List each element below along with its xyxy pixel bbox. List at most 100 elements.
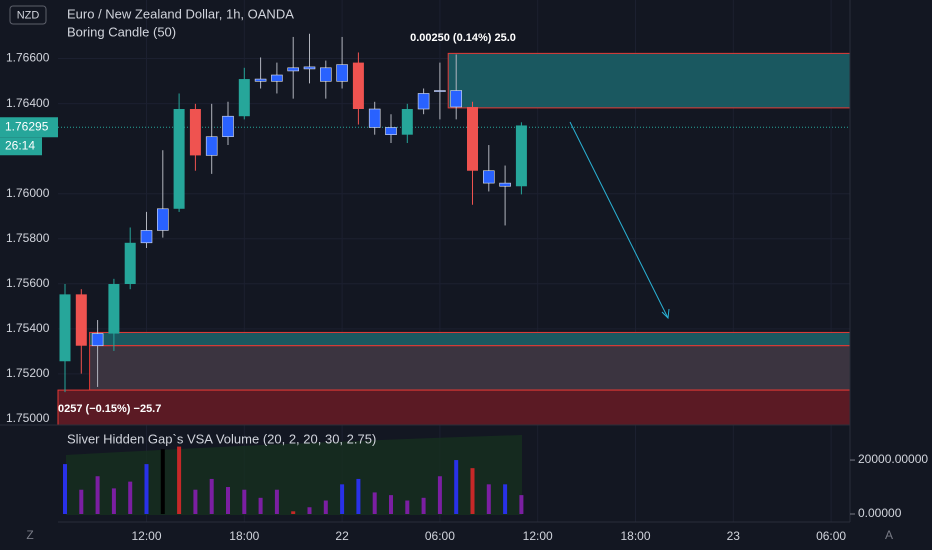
candle-body xyxy=(91,333,104,347)
zone xyxy=(447,52,851,109)
volume-bar xyxy=(177,446,182,514)
time-tick-label: 18:00 xyxy=(620,529,650,543)
price-tick-label: 1.75600 xyxy=(6,276,50,290)
candle-body xyxy=(303,66,316,70)
volume-bar xyxy=(111,488,116,514)
indicator-title: Boring Candle (50) xyxy=(67,24,176,39)
zone xyxy=(57,389,851,426)
candle-body xyxy=(124,242,136,285)
candle-body xyxy=(319,67,332,82)
volume-bar xyxy=(209,478,214,514)
volume-bar xyxy=(323,500,328,514)
candle-body xyxy=(238,79,250,117)
price-tick-label: 1.76400 xyxy=(6,96,50,110)
price-tick-label: 1.75400 xyxy=(6,321,50,335)
volume-bars xyxy=(63,446,524,514)
zone xyxy=(89,331,851,347)
candle-body xyxy=(271,74,283,82)
zone xyxy=(89,345,851,391)
countdown-badge xyxy=(0,137,42,156)
auto-scale-button[interactable]: A xyxy=(885,528,893,542)
candle-body xyxy=(336,64,348,82)
price-tick-label: 1.75800 xyxy=(6,231,50,245)
candle-body xyxy=(499,182,511,187)
time-tick-label: 22 xyxy=(335,529,349,543)
volume-bar xyxy=(389,495,393,514)
volume-bar xyxy=(519,495,524,514)
countdown-label: 26:14 xyxy=(5,138,35,152)
candle-body xyxy=(287,67,300,72)
candle-body xyxy=(108,284,120,334)
axes: 1.75000 1.75200 1.75400 1.75600 1.75800 1.760… xyxy=(0,51,928,543)
candle-body xyxy=(482,170,495,184)
candle-body xyxy=(157,208,169,231)
candle-body xyxy=(75,294,87,346)
candle-body xyxy=(385,127,397,135)
candle-body xyxy=(368,108,381,128)
volume-bar xyxy=(356,478,361,514)
volume-bar xyxy=(258,497,263,514)
volume-title: Sliver Hidden Gap`s VSA Volume (20, 2, 2… xyxy=(67,431,376,446)
volume-bar xyxy=(128,481,133,514)
time-tick-label: 06:00 xyxy=(425,529,455,543)
current-price-label: 1.76295 xyxy=(5,119,49,133)
candle-body xyxy=(140,230,153,244)
volume-bar xyxy=(95,476,100,514)
time-tick-label: 23 xyxy=(727,529,741,543)
price-tick-label: 1.75000 xyxy=(6,411,50,425)
volume-bar xyxy=(63,464,67,514)
symbol-badge[interactable]: NZD xyxy=(17,9,40,21)
measure-label-down: 0257 (−0.15%) −25.7 xyxy=(58,403,161,415)
chart-title: Euro / New Zealand Dollar, 1h, OANDA xyxy=(67,6,294,21)
time-tick-label: 12:00 xyxy=(523,529,553,543)
candle-body xyxy=(434,90,446,92)
candle-body xyxy=(450,90,463,108)
arrow-head xyxy=(661,308,670,320)
candle-body xyxy=(352,62,364,110)
volume-bar xyxy=(144,464,149,514)
price-tick-label: 1.76000 xyxy=(6,186,50,200)
candle-body xyxy=(515,125,527,187)
volume-bar xyxy=(421,497,426,514)
volume-bar xyxy=(274,489,279,514)
volume-bar xyxy=(291,511,296,514)
candles xyxy=(59,33,527,393)
candle-body xyxy=(417,93,430,110)
volume-bar xyxy=(454,460,459,514)
volume-bar xyxy=(503,484,508,514)
measure-label-up: 0.00250 (0.14%) 25.0 xyxy=(410,32,516,44)
volume-bar xyxy=(307,507,312,514)
volume-bar xyxy=(470,468,475,514)
projection-arrow xyxy=(569,121,669,319)
price-tick-label: 1.76600 xyxy=(6,51,50,65)
volume-bar xyxy=(405,500,410,514)
volume-bar xyxy=(340,484,345,514)
candle-body xyxy=(222,115,234,138)
volume-bar xyxy=(79,489,84,514)
volume-tick-label: 20000.00000 xyxy=(858,452,928,466)
zones xyxy=(57,52,851,426)
candle-body xyxy=(467,106,478,171)
timezone-button[interactable]: Z xyxy=(26,528,33,542)
volume-bar xyxy=(486,484,491,514)
volume-bar xyxy=(437,476,442,514)
volume-bar xyxy=(372,492,377,514)
price-tick-label: 1.75200 xyxy=(6,366,50,380)
candle-body xyxy=(59,294,71,362)
candle-body xyxy=(173,109,185,209)
volume-bar xyxy=(226,487,230,514)
candle-body xyxy=(401,109,413,135)
volume-bar xyxy=(193,489,198,514)
time-tick-label: 06:00 xyxy=(816,529,846,543)
time-tick-label: 18:00 xyxy=(229,529,259,543)
candle-body xyxy=(205,136,218,156)
candle-body xyxy=(189,109,201,156)
current-price-badge xyxy=(0,117,58,138)
volume-bar xyxy=(160,449,165,514)
symbol-badge-box[interactable] xyxy=(9,5,47,25)
volume-bar xyxy=(242,489,247,514)
time-tick-label: 12:00 xyxy=(131,529,161,543)
candle-body xyxy=(254,78,267,82)
volume-tick-label: 0.00000 xyxy=(858,506,902,520)
